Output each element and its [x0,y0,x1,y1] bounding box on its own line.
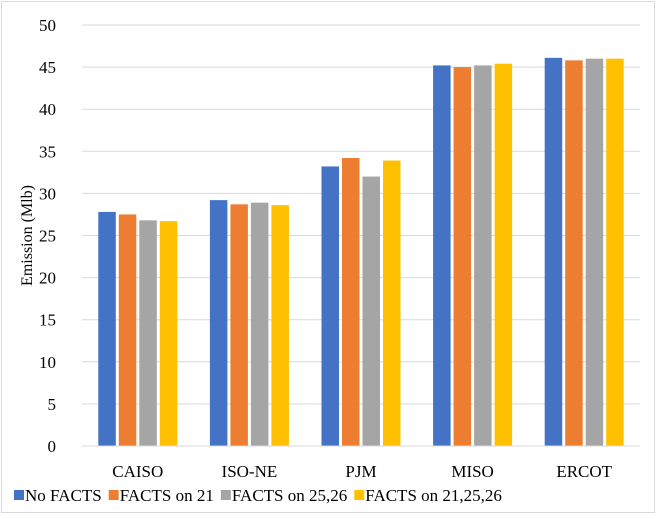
y-tick-label: 15 [39,311,56,330]
bar [565,60,583,446]
bar [433,65,451,446]
x-axis-categories: CAISO ISO-NE PJM MISO ERCOT [112,462,612,481]
bar [342,158,360,446]
legend-label: FACTS on 21,25,26 [365,486,502,505]
y-tick-label: 30 [39,184,56,203]
y-tick-label: 45 [39,58,56,77]
bar [544,57,563,446]
y-tick-label: 25 [39,227,56,246]
legend-label: FACTS on 25,26 [232,486,347,505]
bar [271,205,289,446]
x-tick-label: PJM [345,462,376,481]
legend-label: No FACTS [25,486,102,505]
bar [230,204,248,446]
bars [98,57,624,447]
y-tick-label: 10 [39,353,56,372]
bar [139,220,157,446]
bar [250,202,269,446]
y-tick-label: 0 [48,437,57,456]
bar [453,67,472,446]
y-tick-label: 20 [39,269,56,288]
y-tick-label: 40 [39,100,56,119]
y-axis-ticks: 0 5 10 15 20 25 30 35 40 45 50 [39,16,56,456]
bar [98,211,116,446]
y-tick-label: 5 [48,395,57,414]
legend-swatch [14,490,24,500]
x-tick-label: MISO [451,462,494,481]
y-axis-label: Emission (Mlb) [19,185,36,286]
y-tick-label: 35 [39,142,56,161]
legend-swatch [220,490,231,500]
x-tick-label: CAISO [112,462,163,481]
bar [474,65,492,446]
bar [209,200,228,446]
bar [494,63,513,447]
bar [118,214,137,446]
x-tick-label: ISO-NE [222,462,278,481]
legend-swatch [108,490,119,500]
legend: No FACTS FACTS on 21 FACTS on 25,26 FACTS o… [14,486,502,505]
legend-swatch [354,490,365,500]
bar [383,160,401,446]
bar [585,58,604,447]
legend-label: FACTS on 21 [120,486,214,505]
bar [606,58,624,447]
x-tick-label: ERCOT [556,462,612,481]
bar [159,221,178,446]
bar [321,166,339,446]
bar [362,176,380,446]
y-tick-label: 50 [39,16,56,35]
